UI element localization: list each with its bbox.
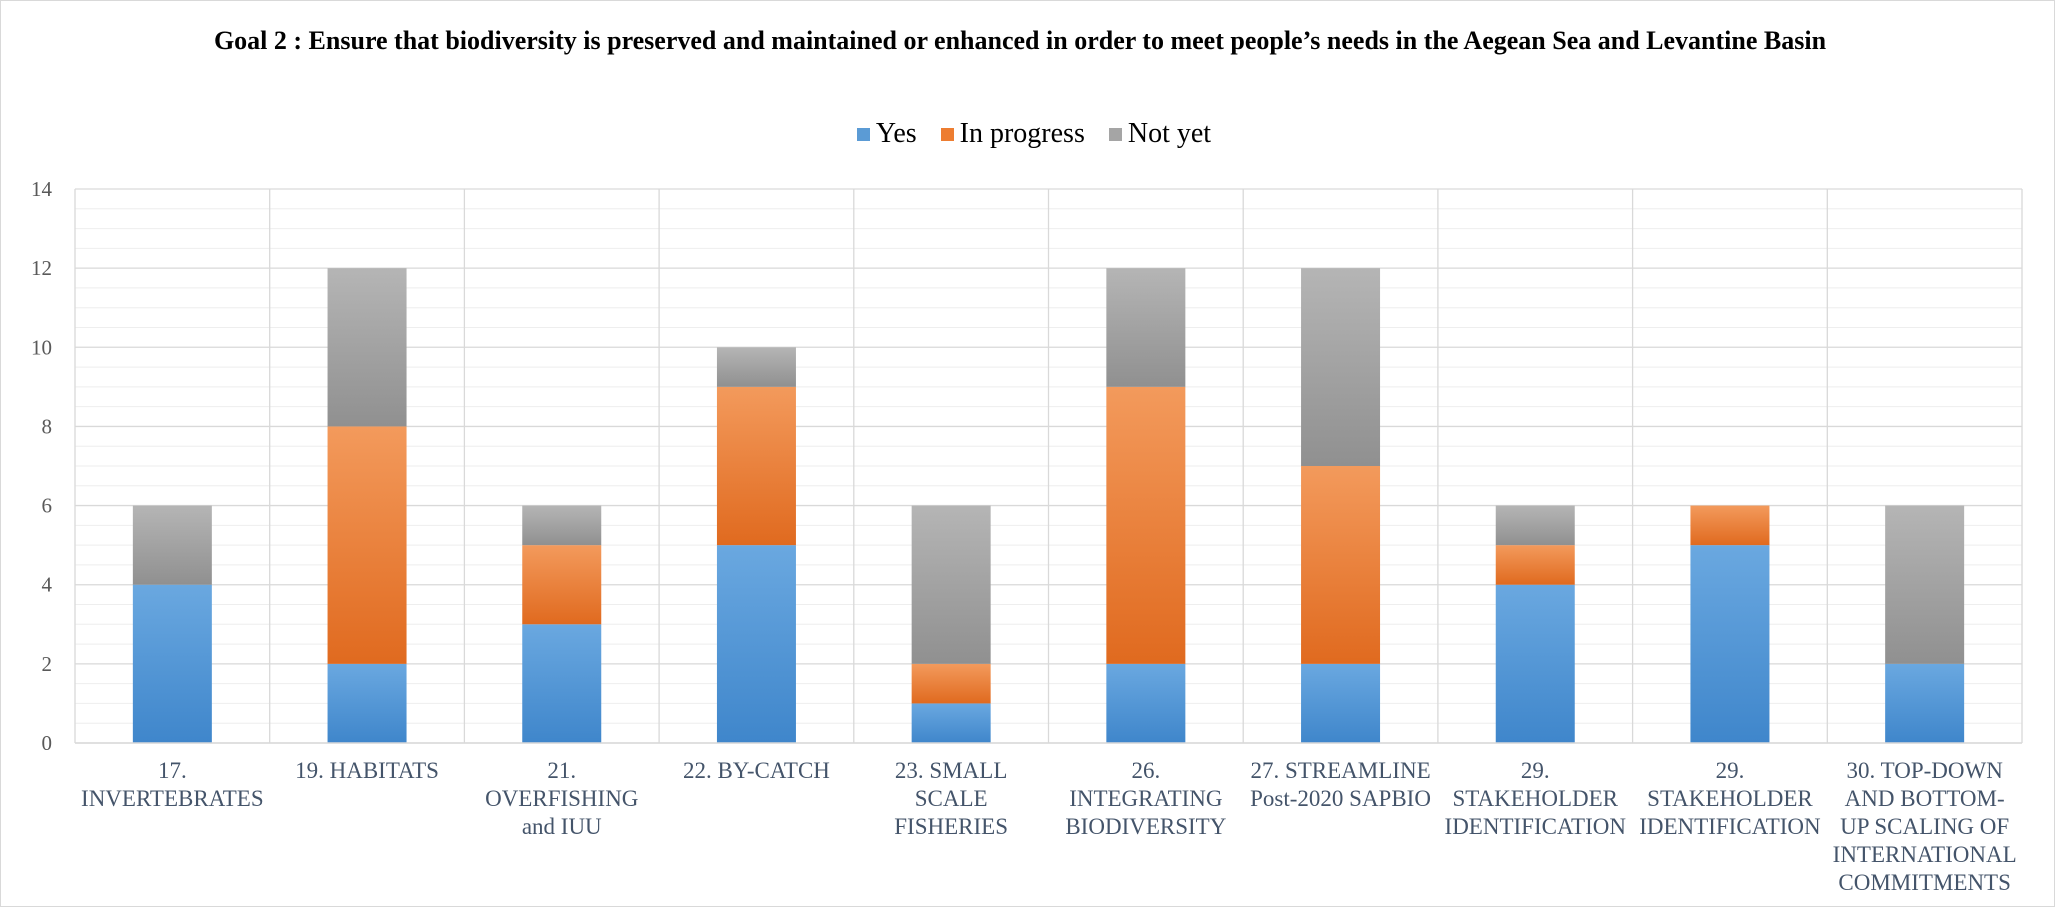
y-tick-label: 12: [31, 256, 52, 280]
bar-segment-yes: [911, 703, 991, 743]
bar-segment-yes: [1495, 584, 1575, 743]
bar-segment-in-progress: [716, 386, 796, 546]
bar-segment-not-yet: [522, 505, 602, 546]
bar-segment-in-progress: [327, 426, 407, 664]
legend-item-yes: Yes: [856, 118, 917, 150]
y-tick-label: 4: [42, 573, 53, 597]
x-category-label: 17. INVERTEBRATES: [81, 758, 264, 811]
x-category-label: 29. STAKEHOLDER IDENTIFICATION: [1639, 758, 1821, 839]
bar-segment-yes: [716, 545, 796, 743]
bar-segment-yes: [1106, 663, 1186, 743]
legend-label-not-yet: Not yet: [1127, 118, 1212, 149]
x-category-label: 30. TOP-DOWN AND BOTTOM-UP SCALING OF INTE…: [1833, 758, 2017, 895]
bar-segment-in-progress: [911, 663, 991, 704]
x-category-label: 27. STREAMLINE Post-2020 SAPBIO: [1250, 758, 1431, 811]
bar-segment-in-progress: [1690, 505, 1770, 546]
y-tick-label: 2: [42, 652, 53, 676]
x-category-label: 22. BY-CATCH: [683, 758, 830, 783]
bar-segment-not-yet: [911, 505, 991, 664]
y-tick-label: 14: [31, 177, 53, 201]
x-category-label: 29. STAKEHOLDER IDENTIFICATION: [1445, 758, 1627, 839]
legend-label-yes: Yes: [875, 118, 917, 149]
bar-segment-in-progress: [1301, 466, 1381, 664]
bar-segment-not-yet: [1106, 268, 1186, 387]
x-category-label: 21. OVERFISHING and IUU: [485, 758, 638, 839]
bar-segment-not-yet: [132, 505, 212, 585]
x-category-label: 19. HABITATS: [295, 758, 439, 783]
chart-title: Goal 2 : Ensure that biodiversity is pre…: [213, 26, 1827, 55]
bar-segment-not-yet: [327, 268, 407, 427]
x-category-label: 26. INTEGRATING BIODIVERSITY: [1065, 758, 1226, 839]
y-tick-label: 0: [42, 731, 53, 755]
bar-segment-not-yet: [716, 347, 796, 387]
legend-item-not-yet: Not yet: [1108, 118, 1212, 150]
bar-segment-not-yet: [1495, 505, 1575, 546]
bar-segment-in-progress: [1495, 545, 1575, 585]
legend-item-in-progress: In progress: [940, 118, 1085, 150]
legend-swatch-in-progress: [940, 127, 954, 141]
bar-segment-yes: [1885, 663, 1965, 743]
bar-segment-in-progress: [1106, 386, 1186, 664]
bar-segment-yes: [132, 584, 212, 743]
bar-segment-yes: [327, 663, 407, 743]
legend: Yes In progress Not yet: [0, 118, 2055, 150]
bar-segment-yes: [522, 624, 602, 743]
y-tick-label: 8: [42, 414, 53, 438]
x-category-label: 23. SMALL SCALE FISHERIES: [894, 758, 1008, 839]
bar-segment-not-yet: [1885, 505, 1965, 664]
bar-segment-in-progress: [522, 545, 602, 625]
bar-segment-not-yet: [1301, 268, 1381, 466]
legend-swatch-not-yet: [1108, 127, 1122, 141]
y-tick-label: 10: [31, 335, 52, 359]
y-tick-label: 6: [42, 494, 53, 518]
bar-segment-yes: [1690, 545, 1770, 743]
bar-segment-yes: [1301, 663, 1381, 743]
legend-label-in-progress: In progress: [959, 118, 1085, 149]
legend-swatch-yes: [856, 127, 870, 141]
